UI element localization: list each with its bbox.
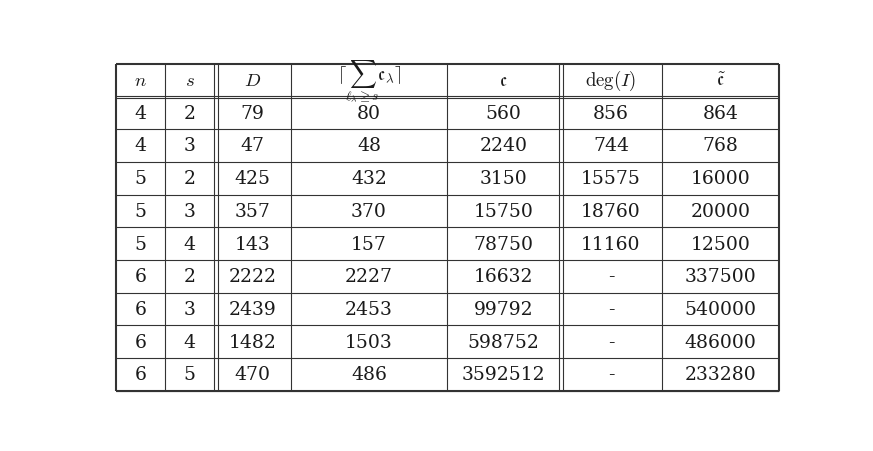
Text: 12500: 12500 (691, 235, 751, 253)
Text: -: - (608, 268, 615, 285)
Text: -: - (608, 333, 615, 351)
Text: 540000: 540000 (684, 300, 757, 318)
Text: 3: 3 (184, 137, 196, 155)
Text: 432: 432 (351, 170, 387, 188)
Text: 143: 143 (235, 235, 271, 253)
Text: 4: 4 (134, 105, 147, 123)
Text: $n$: $n$ (134, 72, 147, 90)
Text: 6: 6 (134, 366, 147, 384)
Text: 4: 4 (184, 333, 196, 351)
Text: 2: 2 (184, 268, 196, 285)
Text: 856: 856 (593, 105, 629, 123)
Text: 79: 79 (241, 105, 265, 123)
Text: 744: 744 (593, 137, 629, 155)
Text: 560: 560 (485, 105, 521, 123)
Text: $\tilde{\mathfrak{c}}$: $\tilde{\mathfrak{c}}$ (716, 72, 725, 90)
Text: $\mathfrak{c}$: $\mathfrak{c}$ (499, 72, 507, 90)
Text: $\deg(I)$: $\deg(I)$ (586, 69, 636, 93)
Text: 15750: 15750 (473, 202, 533, 221)
Text: 2240: 2240 (479, 137, 527, 155)
Text: 18760: 18760 (581, 202, 641, 221)
Text: 78750: 78750 (473, 235, 533, 253)
Text: 157: 157 (351, 235, 387, 253)
Text: 370: 370 (351, 202, 387, 221)
Text: -: - (608, 300, 615, 318)
Text: 5: 5 (134, 235, 147, 253)
Text: 864: 864 (703, 105, 739, 123)
Text: 3: 3 (184, 202, 196, 221)
Text: 16000: 16000 (691, 170, 751, 188)
Text: 2439: 2439 (229, 300, 277, 318)
Text: 425: 425 (235, 170, 271, 188)
Text: 4: 4 (134, 137, 147, 155)
Text: $s$: $s$ (185, 72, 195, 90)
Text: 1503: 1503 (345, 333, 393, 351)
Text: 3: 3 (184, 300, 196, 318)
Text: 5: 5 (134, 202, 147, 221)
Text: 16632: 16632 (474, 268, 533, 285)
Text: 2222: 2222 (229, 268, 277, 285)
Text: 20000: 20000 (691, 202, 751, 221)
Text: 6: 6 (134, 333, 147, 351)
Text: 470: 470 (235, 366, 271, 384)
Text: 3592512: 3592512 (462, 366, 546, 384)
Text: 768: 768 (703, 137, 739, 155)
Text: 357: 357 (235, 202, 271, 221)
Text: 233280: 233280 (684, 366, 757, 384)
Text: 486: 486 (351, 366, 387, 384)
Text: 1482: 1482 (229, 333, 277, 351)
Text: 47: 47 (241, 137, 265, 155)
Text: 80: 80 (357, 105, 381, 123)
Text: $\lceil\sum_{\ell_\lambda \geq s} \mathfrak{c}_\lambda\rceil$: $\lceil\sum_{\ell_\lambda \geq s} \mathf… (337, 58, 402, 104)
Text: 2: 2 (184, 105, 196, 123)
Text: 48: 48 (357, 137, 381, 155)
Text: 6: 6 (134, 268, 147, 285)
Text: 3150: 3150 (479, 170, 527, 188)
Text: 2227: 2227 (345, 268, 393, 285)
Text: 337500: 337500 (684, 268, 757, 285)
Text: 598752: 598752 (467, 333, 540, 351)
Text: -: - (608, 366, 615, 384)
Text: 99792: 99792 (473, 300, 533, 318)
Text: 4: 4 (184, 235, 196, 253)
Text: 2453: 2453 (345, 300, 393, 318)
Text: 5: 5 (184, 366, 196, 384)
Text: 11160: 11160 (581, 235, 641, 253)
Text: 2: 2 (184, 170, 196, 188)
Text: 15575: 15575 (581, 170, 641, 188)
Text: $D$: $D$ (244, 72, 261, 90)
Text: 486000: 486000 (684, 333, 757, 351)
Text: 5: 5 (134, 170, 147, 188)
Text: 6: 6 (134, 300, 147, 318)
